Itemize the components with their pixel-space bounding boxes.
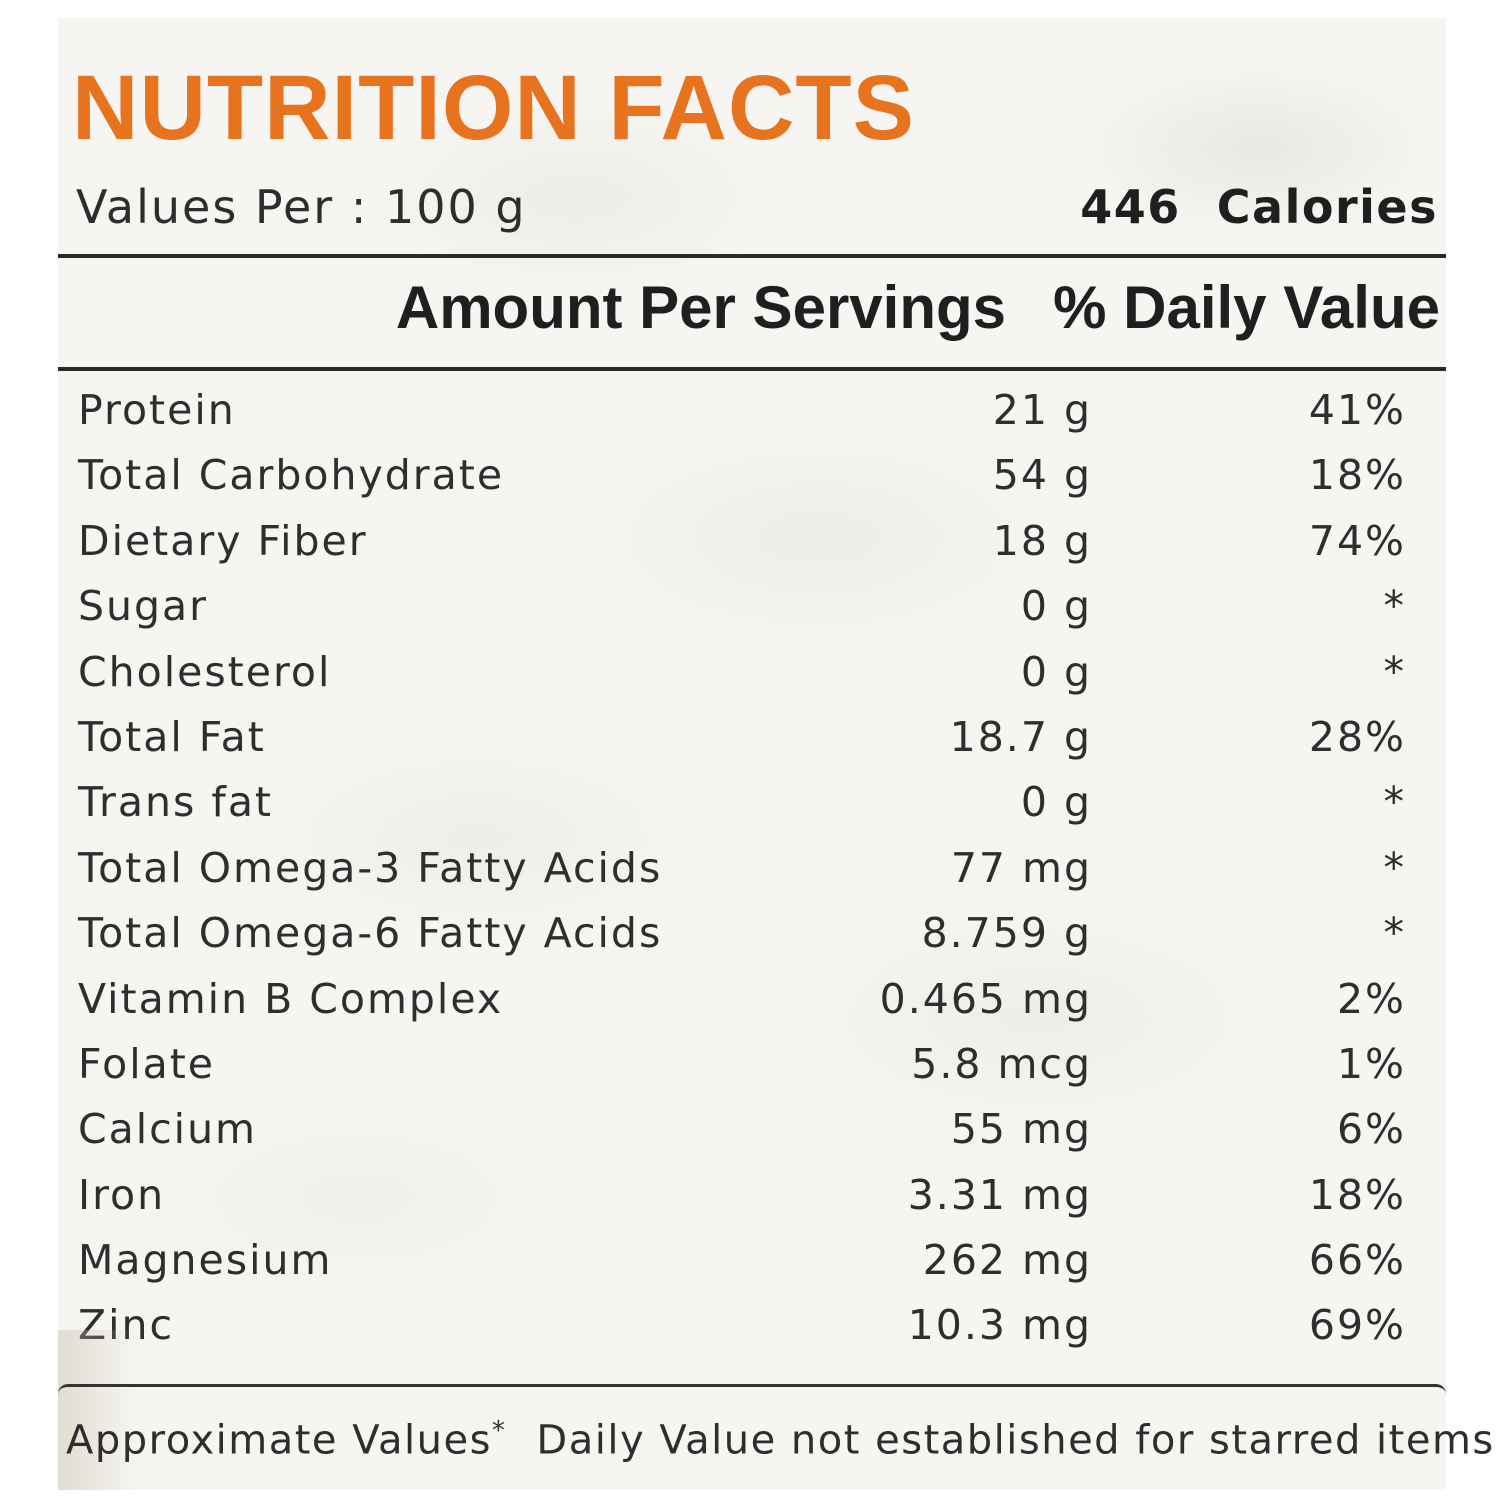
nutrient-dv: * <box>1383 843 1406 892</box>
nutrient-row: Total Omega-3 Fatty Acids 77 mg * <box>58 838 1446 903</box>
nutrition-panel <box>58 18 1446 1490</box>
nutrient-name: Vitamin B Complex <box>78 974 504 1023</box>
footnote: Approximate Values* Daily Value not estab… <box>66 1418 1495 1460</box>
serving-size: Values Per : 100 g <box>76 180 527 234</box>
footer-divider <box>58 1384 1446 1396</box>
footnote-note: Daily Value not established for starred … <box>536 1417 1495 1464</box>
nutrient-dv: * <box>1383 582 1406 631</box>
nutrient-name: Folate <box>78 1039 216 1088</box>
nutrient-amount: 77 mg <box>950 843 1092 892</box>
nutrient-row: Vitamin B Complex 0.465 mg 2% <box>58 969 1446 1034</box>
nutrient-amount: 8.759 g <box>921 909 1092 958</box>
nutrient-name: Calcium <box>78 1105 258 1154</box>
nutrient-amount: 21 g <box>992 386 1092 434</box>
nutrient-row: Protein 21 g 41% <box>58 380 1446 445</box>
nutrient-dv: 69% <box>1308 1301 1406 1350</box>
nutrient-amount: 18 g <box>992 516 1092 565</box>
nutrient-amount: 55 mg <box>950 1105 1092 1154</box>
calories: 446 Calories <box>1080 184 1438 230</box>
nutrient-row: Sugar 0 g * <box>58 576 1446 641</box>
nutrient-name: Zinc <box>78 1301 175 1350</box>
nutrient-row: Dietary Fiber 18 g 74% <box>58 511 1446 576</box>
page-title: NUTRITION FACTS <box>72 57 915 159</box>
header-divider <box>58 254 1446 258</box>
nutrient-dv: 1% <box>1336 1039 1406 1088</box>
footnote-star: * <box>491 1416 507 1446</box>
nutrient-list: Protein 21 g 41% Total Carbohydrate 54 g 18% D… <box>58 380 1446 1361</box>
column-header-divider <box>58 367 1446 371</box>
nutrient-name: Total Fat <box>78 712 266 761</box>
calories-label: Calories <box>1216 180 1438 234</box>
nutrient-dv: 41% <box>1308 386 1406 434</box>
nutrient-row: Calcium 55 mg 6% <box>58 1099 1446 1164</box>
nutrient-name: Magnesium <box>78 1236 333 1285</box>
nutrient-dv: 18% <box>1308 1170 1406 1219</box>
nutrient-name: Cholesterol <box>78 647 332 696</box>
nutrient-name: Protein <box>78 386 236 434</box>
nutrient-dv: 6% <box>1336 1105 1406 1154</box>
nutrient-row: Iron 3.31 mg 18% <box>58 1165 1446 1230</box>
nutrient-row: Total Carbohydrate 54 g 18% <box>58 445 1446 510</box>
nutrient-amount: 54 g <box>992 451 1092 500</box>
nutrient-row: Total Fat 18.7 g 28% <box>58 707 1446 772</box>
nutrient-dv: 66% <box>1308 1236 1406 1285</box>
nutrient-dv: * <box>1383 909 1406 958</box>
nutrient-name: Iron <box>78 1170 166 1219</box>
nutrient-row: Folate 5.8 mcg 1% <box>58 1034 1446 1099</box>
nutrient-dv: 2% <box>1336 974 1406 1023</box>
nutrient-dv: * <box>1383 778 1406 827</box>
amount-column-header: Amount Per Servings <box>395 274 1006 341</box>
nutrient-dv: 28% <box>1308 712 1406 761</box>
nutrient-amount: 5.8 mcg <box>911 1039 1092 1088</box>
nutrient-amount: 262 mg <box>922 1236 1092 1285</box>
nutrient-row: Magnesium 262 mg 66% <box>58 1230 1446 1295</box>
nutrient-row: Total Omega-6 Fatty Acids 8.759 g * <box>58 903 1446 968</box>
daily-value-column-header: % Daily Value <box>1053 274 1440 341</box>
corner-shadow <box>58 1330 138 1490</box>
nutrient-amount: 0 g <box>1020 778 1092 827</box>
nutrient-dv: 74% <box>1308 516 1406 565</box>
nutrient-row: Cholesterol 0 g * <box>58 642 1446 707</box>
calories-value: 446 <box>1080 180 1181 234</box>
nutrient-row: Trans fat 0 g * <box>58 772 1446 837</box>
nutrient-name: Dietary Fiber <box>78 516 368 565</box>
footnote-approx: Approximate Values <box>66 1417 492 1464</box>
nutrient-name: Total Omega-6 Fatty Acids <box>78 909 663 958</box>
nutrient-name: Total Omega-3 Fatty Acids <box>78 843 663 892</box>
nutrient-dv: 18% <box>1308 451 1406 500</box>
nutrient-amount: 3.31 mg <box>907 1170 1092 1219</box>
nutrient-row: Zinc 10.3 mg 69% <box>58 1295 1446 1360</box>
nutrient-name: Sugar <box>78 582 209 631</box>
nutrient-amount: 18.7 g <box>949 712 1092 761</box>
nutrient-amount: 0 g <box>1020 582 1092 631</box>
nutrient-amount: 0 g <box>1020 647 1092 696</box>
nutrient-dv: * <box>1383 647 1406 696</box>
nutrient-name: Trans fat <box>78 778 274 827</box>
nutrient-amount: 10.3 mg <box>907 1301 1092 1350</box>
nutrient-amount: 0.465 mg <box>879 974 1092 1023</box>
nutrient-name: Total Carbohydrate <box>78 451 505 500</box>
